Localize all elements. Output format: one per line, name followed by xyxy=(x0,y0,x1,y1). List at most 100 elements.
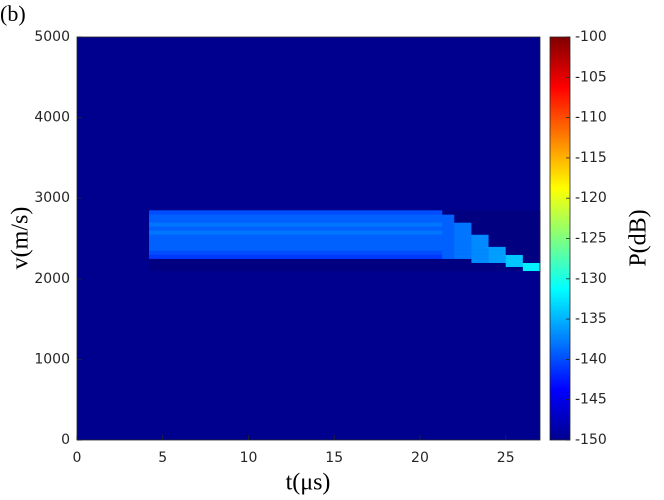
heatmap-cell xyxy=(149,230,443,235)
heatmap-cell xyxy=(442,218,455,223)
heatmap-cell xyxy=(505,234,524,239)
y-tick-label: 0 xyxy=(61,432,70,448)
heatmap-cell xyxy=(471,210,489,215)
colorbar-tick-label: -135 xyxy=(575,311,607,327)
heatmap-cell xyxy=(488,262,507,268)
heatmap-cell xyxy=(442,238,455,243)
x-axis-label: t(μs) xyxy=(286,470,331,496)
heatmap-cell xyxy=(149,266,443,272)
heatmap-cell xyxy=(505,242,524,247)
heatmap-cell xyxy=(454,250,472,255)
colorbar-tick-label: -150 xyxy=(575,432,607,448)
heatmap-cell xyxy=(471,230,489,235)
y-axis-label: v(m/s) xyxy=(8,207,34,270)
heatmap-cell xyxy=(471,258,489,263)
heatmap-cell xyxy=(505,230,524,235)
heatmap-cell xyxy=(522,242,541,247)
heatmap-cell xyxy=(471,242,489,247)
heatmap-cell xyxy=(149,218,443,223)
heatmap-cell xyxy=(488,210,507,215)
heatmap-cell xyxy=(522,258,541,263)
heatmap-cell xyxy=(522,230,541,235)
heatmap-cell xyxy=(488,250,507,255)
heatmap-cell xyxy=(471,238,489,243)
heatmap-cell xyxy=(454,246,472,251)
heatmap-cell xyxy=(471,234,489,239)
colorbar-tick-label: -105 xyxy=(575,69,607,85)
heatmap-cell xyxy=(522,250,541,255)
heatmap-cell xyxy=(522,226,541,231)
colorbar-tick-label: -145 xyxy=(575,392,607,408)
heatmap-cell xyxy=(522,254,541,259)
heatmap-cell xyxy=(505,210,524,215)
y-tick-label: 5000 xyxy=(34,29,70,45)
heatmap-cell xyxy=(488,254,507,259)
colorbar-tick-label: -125 xyxy=(575,231,607,247)
heatmap-cell xyxy=(505,258,524,263)
x-tick-label: 0 xyxy=(73,450,82,466)
colorbar-label: P(dB) xyxy=(626,209,652,266)
heatmap-cell xyxy=(522,234,541,239)
plot-frame xyxy=(76,36,541,441)
heatmap-cell xyxy=(505,218,524,223)
heatmap-cell xyxy=(442,210,455,215)
heatmap-cell xyxy=(471,254,489,259)
heatmap-cell xyxy=(454,242,472,247)
heatmap-cell xyxy=(488,258,507,263)
heatmap-cell xyxy=(454,226,472,231)
y-tick-label: 1000 xyxy=(34,351,70,367)
heatmap-cell xyxy=(442,266,455,272)
colorbar-tick-label: -100 xyxy=(575,29,607,45)
heatmap-cell xyxy=(149,222,443,227)
heatmap-cell xyxy=(505,246,524,251)
heatmap-cell xyxy=(454,254,472,259)
heatmap-cell xyxy=(522,246,541,251)
heatmap-cell xyxy=(505,238,524,243)
heatmap-cell xyxy=(149,242,443,247)
y-tick-label: 4000 xyxy=(34,110,70,126)
heatmap-cell xyxy=(471,218,489,223)
heatmap-cell xyxy=(505,226,524,231)
heatmap-cell xyxy=(454,214,472,219)
heatmap-cell xyxy=(442,230,455,235)
heatmap-cell xyxy=(522,222,541,227)
heatmap-cell xyxy=(488,218,507,223)
heatmap-cell xyxy=(505,266,524,272)
heatmap-cell xyxy=(442,246,455,251)
heatmap-cell xyxy=(454,230,472,235)
heatmap-cell xyxy=(471,226,489,231)
heatmap-cell xyxy=(488,246,507,251)
heatmap-cell xyxy=(442,250,455,255)
heatmap-cell xyxy=(522,266,541,272)
heatmap-cell xyxy=(522,262,541,268)
heatmap-cell xyxy=(149,238,443,243)
heatmap-cell xyxy=(505,250,524,255)
heatmap-cell xyxy=(149,258,443,263)
x-tick-label: 15 xyxy=(325,450,343,466)
heatmap-cell xyxy=(505,214,524,219)
heatmap-cell xyxy=(522,214,541,219)
heatmap-cell xyxy=(454,258,472,263)
x-tick-label: 5 xyxy=(158,450,167,466)
y-tick-label: 2000 xyxy=(34,271,70,287)
heatmap-cell xyxy=(149,214,443,219)
heatmap-cell xyxy=(442,234,455,239)
heatmap-cell xyxy=(471,246,489,251)
heatmap-cell xyxy=(442,226,455,231)
x-tick-label: 25 xyxy=(497,450,515,466)
heatmap-cell xyxy=(149,226,443,231)
colorbar-tick-label: -115 xyxy=(575,150,607,166)
heatmap-cell xyxy=(442,262,455,268)
heatmap-cell xyxy=(522,210,541,215)
heatmap-cell xyxy=(454,210,472,215)
heatmap-cell xyxy=(442,258,455,263)
heatmap-cell xyxy=(522,238,541,243)
heatmap-cell xyxy=(454,262,472,268)
colorbar-tick-label: -120 xyxy=(575,190,607,206)
heatmap-cell xyxy=(488,234,507,239)
heatmap-cell xyxy=(488,230,507,235)
heatmap-cell xyxy=(488,266,507,272)
heatmap-cell xyxy=(454,222,472,227)
heatmap-cell xyxy=(149,254,443,259)
